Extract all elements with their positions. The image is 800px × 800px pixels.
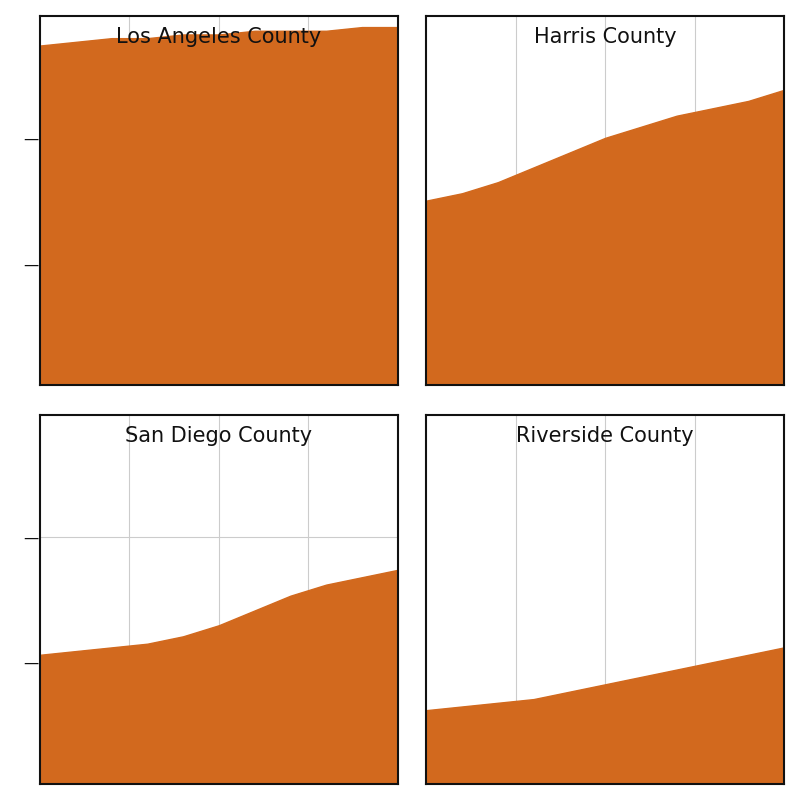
Text: San Diego County: San Diego County — [126, 426, 313, 446]
Text: Riverside County: Riverside County — [516, 426, 694, 446]
Text: Los Angeles County: Los Angeles County — [116, 27, 322, 47]
Text: Harris County: Harris County — [534, 27, 677, 47]
